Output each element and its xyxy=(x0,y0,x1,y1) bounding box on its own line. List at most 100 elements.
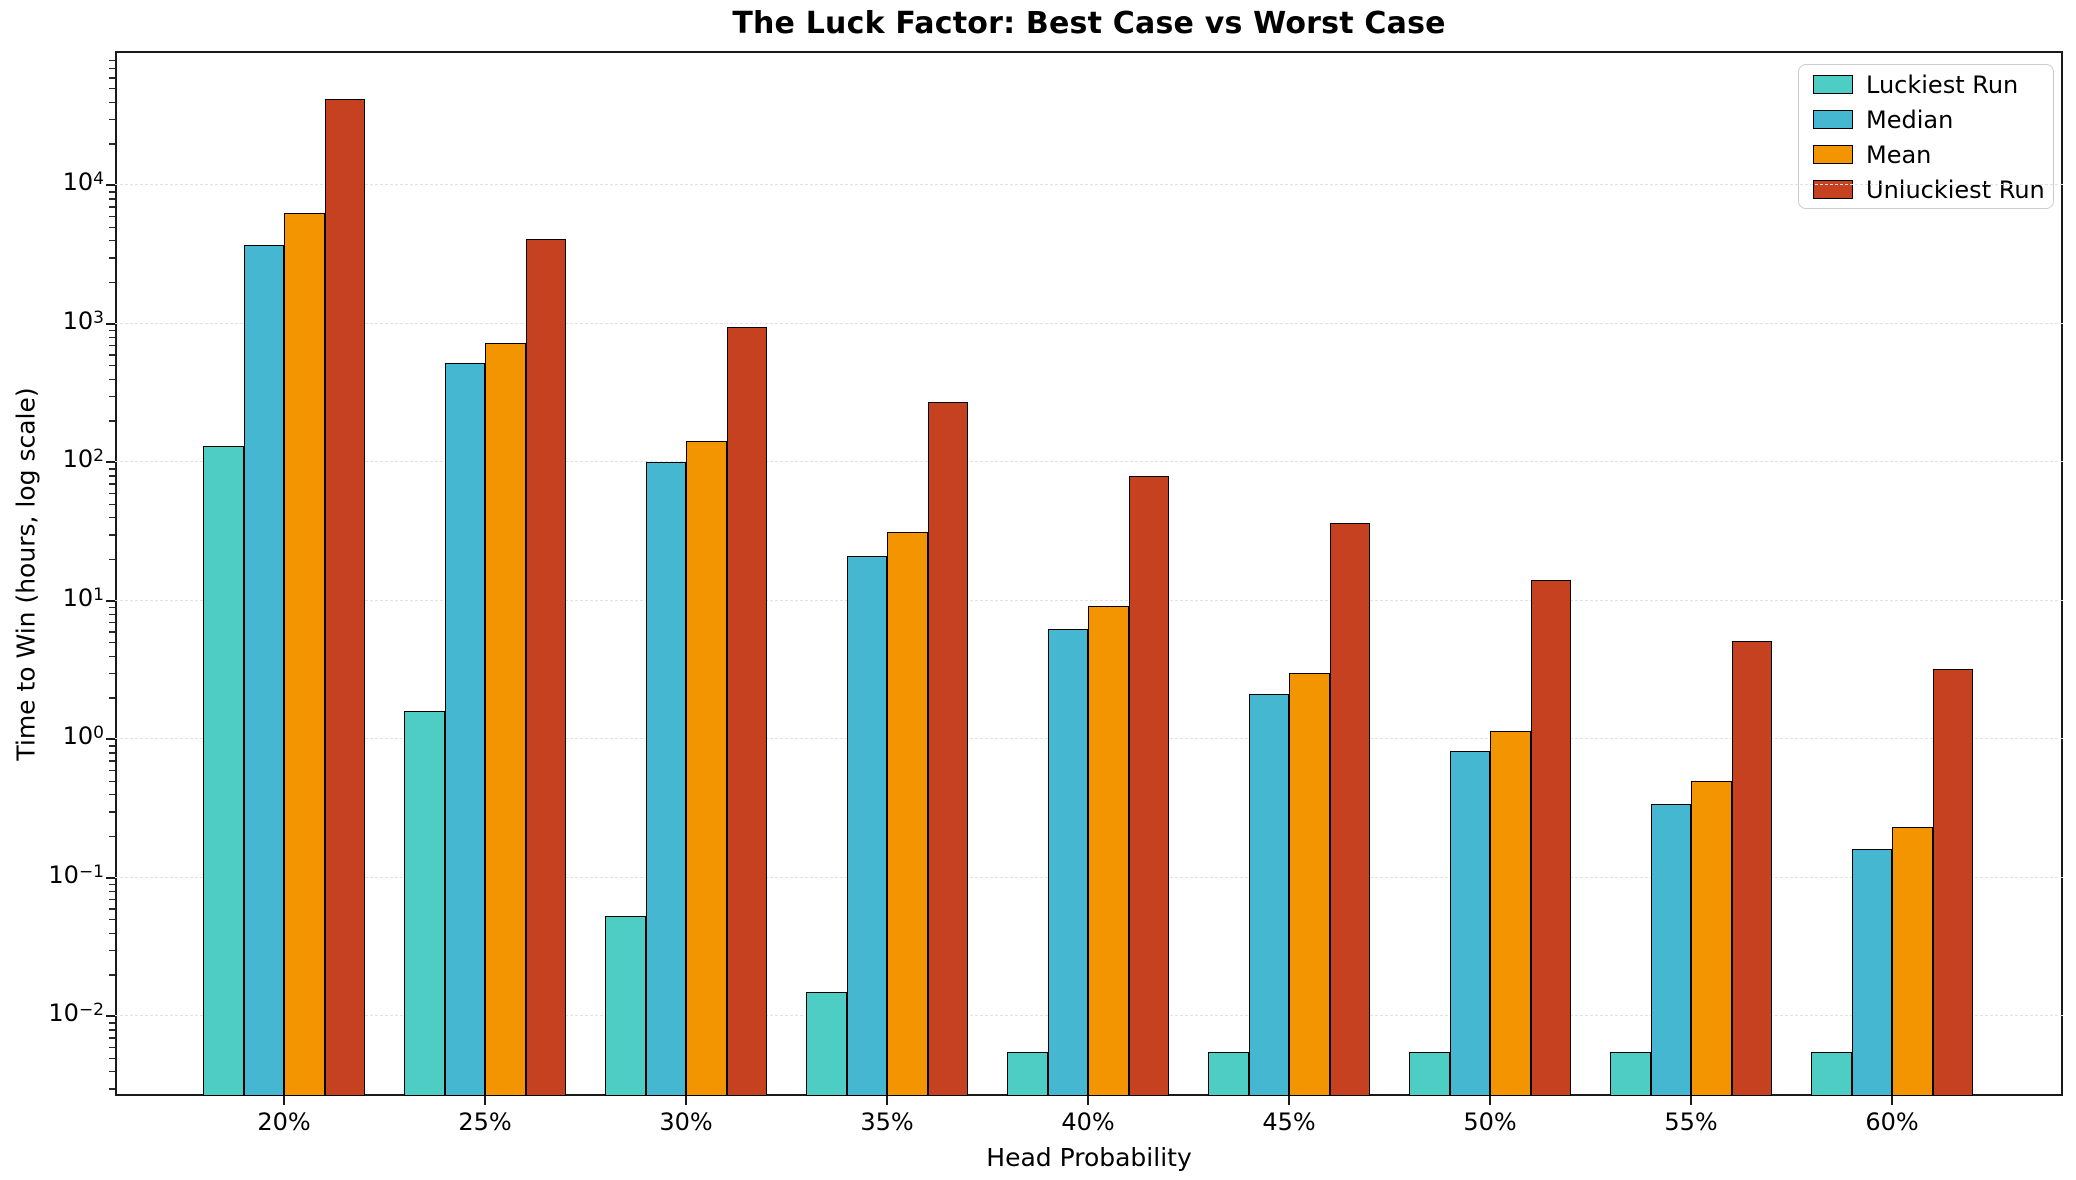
y-major-tick xyxy=(106,184,115,186)
x-major-tick xyxy=(1087,1096,1089,1105)
y-minor-tick xyxy=(109,613,115,616)
y-minor-tick xyxy=(109,378,115,380)
y-minor-tick xyxy=(109,752,115,754)
y-minor-tick xyxy=(109,468,115,470)
bar xyxy=(1047,629,1088,1096)
y-minor-tick xyxy=(109,59,115,62)
bar xyxy=(806,991,847,1096)
bar xyxy=(686,440,727,1096)
y-major-tick xyxy=(106,738,115,740)
y-tick-exponent: −1 xyxy=(78,861,104,882)
y-tick-label: 100 xyxy=(62,722,104,750)
legend-label: Median xyxy=(1866,105,1954,134)
y-minor-tick xyxy=(109,503,115,505)
y-tick-exponent: 2 xyxy=(93,446,104,466)
bar xyxy=(1007,1051,1048,1096)
y-minor-tick xyxy=(109,206,115,208)
y-minor-tick xyxy=(109,1029,115,1031)
y-minor-tick xyxy=(109,198,115,200)
bar xyxy=(1409,1051,1450,1096)
y-minor-tick xyxy=(109,88,115,90)
y-minor-tick xyxy=(109,794,115,796)
y-minor-tick xyxy=(109,118,115,121)
y-minor-tick xyxy=(109,655,115,657)
bar xyxy=(1490,730,1531,1096)
y-minor-tick xyxy=(109,354,115,356)
y-minor-tick xyxy=(109,642,115,644)
y-minor-tick xyxy=(109,215,115,218)
legend-swatch xyxy=(1813,180,1853,199)
y-tick-label: 104 xyxy=(62,168,104,196)
y-minor-tick xyxy=(109,77,115,79)
bar xyxy=(1248,694,1289,1096)
bar xyxy=(726,326,767,1096)
y-minor-tick xyxy=(109,257,115,259)
x-tick-label: 25% xyxy=(458,1108,512,1136)
y-major-tick xyxy=(106,876,115,879)
y-minor-tick xyxy=(109,606,115,609)
y-minor-tick xyxy=(109,240,115,242)
bar xyxy=(525,238,566,1096)
x-tick-label: 50% xyxy=(1463,1108,1517,1136)
chart-title: The Luck Factor: Best Case vs Worst Case xyxy=(732,6,1446,41)
y-minor-tick xyxy=(109,745,115,747)
y-minor-tick xyxy=(109,1088,115,1090)
y-major-tick xyxy=(106,461,115,463)
y-minor-tick xyxy=(109,143,115,145)
legend-item: Median xyxy=(1813,102,2047,137)
y-tick-exponent: −2 xyxy=(78,1000,104,1020)
x-major-tick xyxy=(886,1096,888,1105)
x-major-tick xyxy=(1690,1096,1692,1105)
x-major-tick xyxy=(484,1096,486,1105)
y-minor-tick xyxy=(109,226,115,228)
legend-label: Mean xyxy=(1866,140,1932,169)
y-minor-tick xyxy=(109,898,115,901)
x-major-tick xyxy=(1891,1096,1893,1105)
bar xyxy=(1892,827,1933,1096)
y-minor-tick xyxy=(109,558,115,561)
y-major-tick xyxy=(106,599,115,602)
y-minor-tick xyxy=(109,835,115,838)
bar xyxy=(1128,476,1169,1096)
x-tick-label: 40% xyxy=(1061,1108,1115,1136)
x-tick-label: 35% xyxy=(860,1108,914,1136)
y-tick-label: 101 xyxy=(62,583,104,612)
y-tick-label: 10−1 xyxy=(48,860,104,889)
x-major-tick xyxy=(685,1096,687,1105)
y-minor-tick xyxy=(109,395,115,398)
x-tick-label: 30% xyxy=(659,1108,713,1136)
y-minor-tick xyxy=(109,1022,115,1024)
bar xyxy=(1449,750,1490,1096)
y-major-tick xyxy=(106,322,115,325)
y-minor-tick xyxy=(109,191,115,193)
bar xyxy=(324,98,365,1096)
bar xyxy=(284,212,325,1096)
y-minor-tick xyxy=(109,365,115,367)
y-tick-label: 10−2 xyxy=(48,999,104,1027)
bar xyxy=(1208,1051,1249,1096)
legend-label: Luckiest Run xyxy=(1866,70,2019,99)
bar xyxy=(1811,1051,1852,1096)
x-tick-label: 55% xyxy=(1664,1108,1718,1136)
y-minor-tick xyxy=(109,769,115,772)
y-minor-tick xyxy=(109,932,115,934)
bar xyxy=(1088,606,1129,1096)
legend-swatch xyxy=(1813,110,1853,129)
y-minor-tick xyxy=(109,67,115,70)
y-tick-exponent: 0 xyxy=(93,723,104,743)
y-minor-tick xyxy=(109,760,115,762)
y-tick-exponent: 1 xyxy=(93,584,104,605)
y-minor-tick xyxy=(109,420,115,422)
bar xyxy=(1932,669,1973,1096)
y-tick-label: 102 xyxy=(62,445,104,473)
y-minor-tick xyxy=(109,672,115,675)
legend-swatch xyxy=(1813,75,1853,94)
y-gridline xyxy=(115,461,2063,463)
legend-item: Luckiest Run xyxy=(1813,67,2047,102)
bar xyxy=(1691,780,1732,1096)
bar xyxy=(1650,803,1691,1096)
bar xyxy=(444,362,485,1096)
bar xyxy=(1289,672,1330,1096)
y-minor-tick xyxy=(109,883,115,886)
